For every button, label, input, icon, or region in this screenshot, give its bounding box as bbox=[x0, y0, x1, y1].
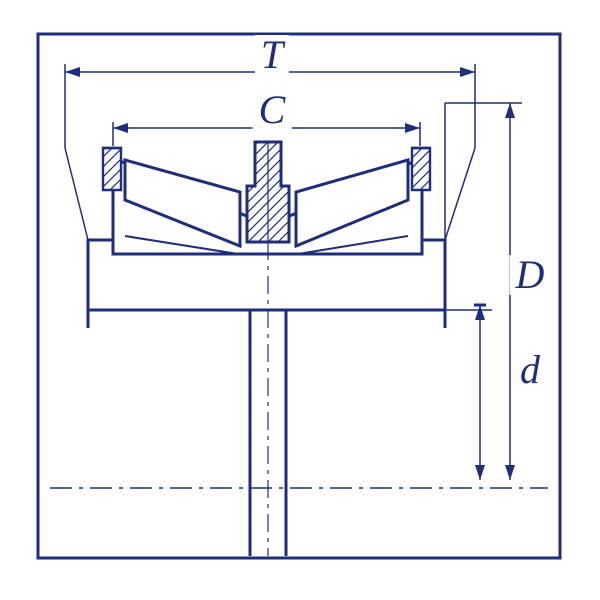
bearing-diagram: T C D d bbox=[0, 0, 600, 600]
label-D: D bbox=[510, 255, 551, 295]
label-T: T bbox=[255, 35, 289, 75]
diagram-svg bbox=[0, 0, 600, 600]
label-C: C bbox=[253, 90, 292, 130]
label-d: d bbox=[514, 350, 546, 390]
